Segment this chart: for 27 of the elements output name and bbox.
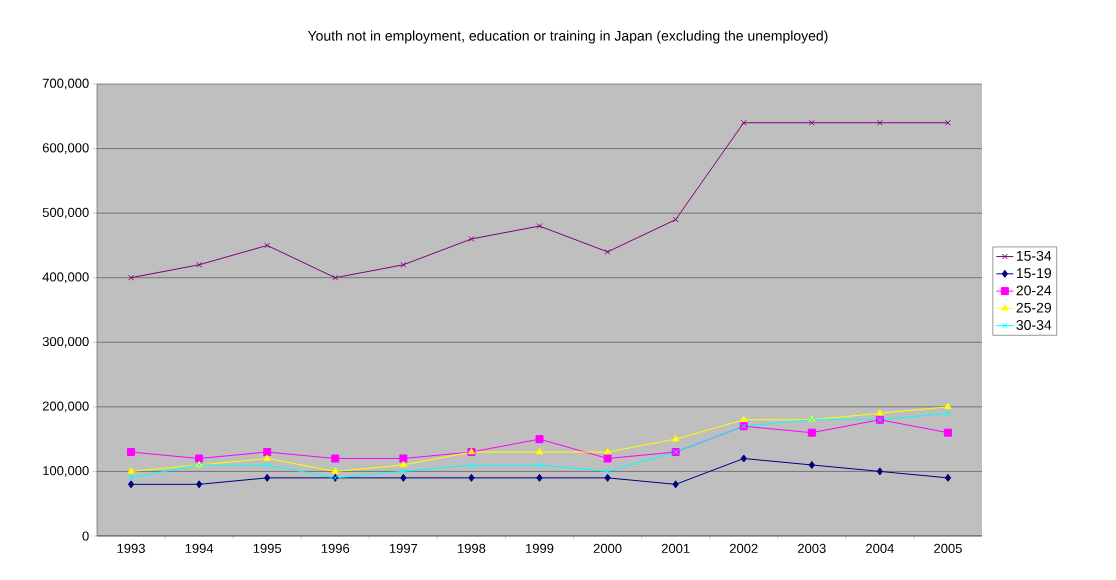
x-tick-label: 2005 xyxy=(934,543,962,553)
x-tick-label: 2001 xyxy=(661,543,690,553)
legend-label: 25-29 xyxy=(1016,302,1052,313)
legend-label: 15-34 xyxy=(1016,250,1052,261)
legend-label: 20-24 xyxy=(1016,285,1052,296)
y-tick-label: 300,000 xyxy=(42,336,89,348)
y-tick-label: 0 xyxy=(82,531,89,541)
y-tick-label: 400,000 xyxy=(42,272,89,284)
x-tick-label: 1997 xyxy=(389,543,418,553)
x-tick-label: 1995 xyxy=(253,543,282,553)
x-tick-label: 1994 xyxy=(185,543,214,553)
x-tick-label: 2000 xyxy=(593,543,622,553)
chart-title: Youth not in employment, education or training in Japan (excluding the unemployed) xyxy=(307,30,828,44)
x-tick-label: 1993 xyxy=(117,543,145,553)
x-tick-label: 1996 xyxy=(321,543,350,553)
x-tick-label: 1998 xyxy=(457,543,486,553)
y-tick-label: 100,000 xyxy=(43,466,89,477)
legend-label: 30-34 xyxy=(1016,320,1052,330)
legend-label: 15-19 xyxy=(1016,268,1052,279)
y-tick-label: 200,000 xyxy=(42,401,89,413)
x-tick-label: 1999 xyxy=(526,543,554,553)
y-tick-label: 600,000 xyxy=(42,143,89,154)
x-tick-label: 2003 xyxy=(798,543,826,553)
x-tick-label: 2004 xyxy=(866,543,894,553)
y-tick-label: 700,000 xyxy=(42,78,89,90)
x-tick-label: 2002 xyxy=(729,543,758,553)
y-tick-label: 500,000 xyxy=(42,207,89,219)
